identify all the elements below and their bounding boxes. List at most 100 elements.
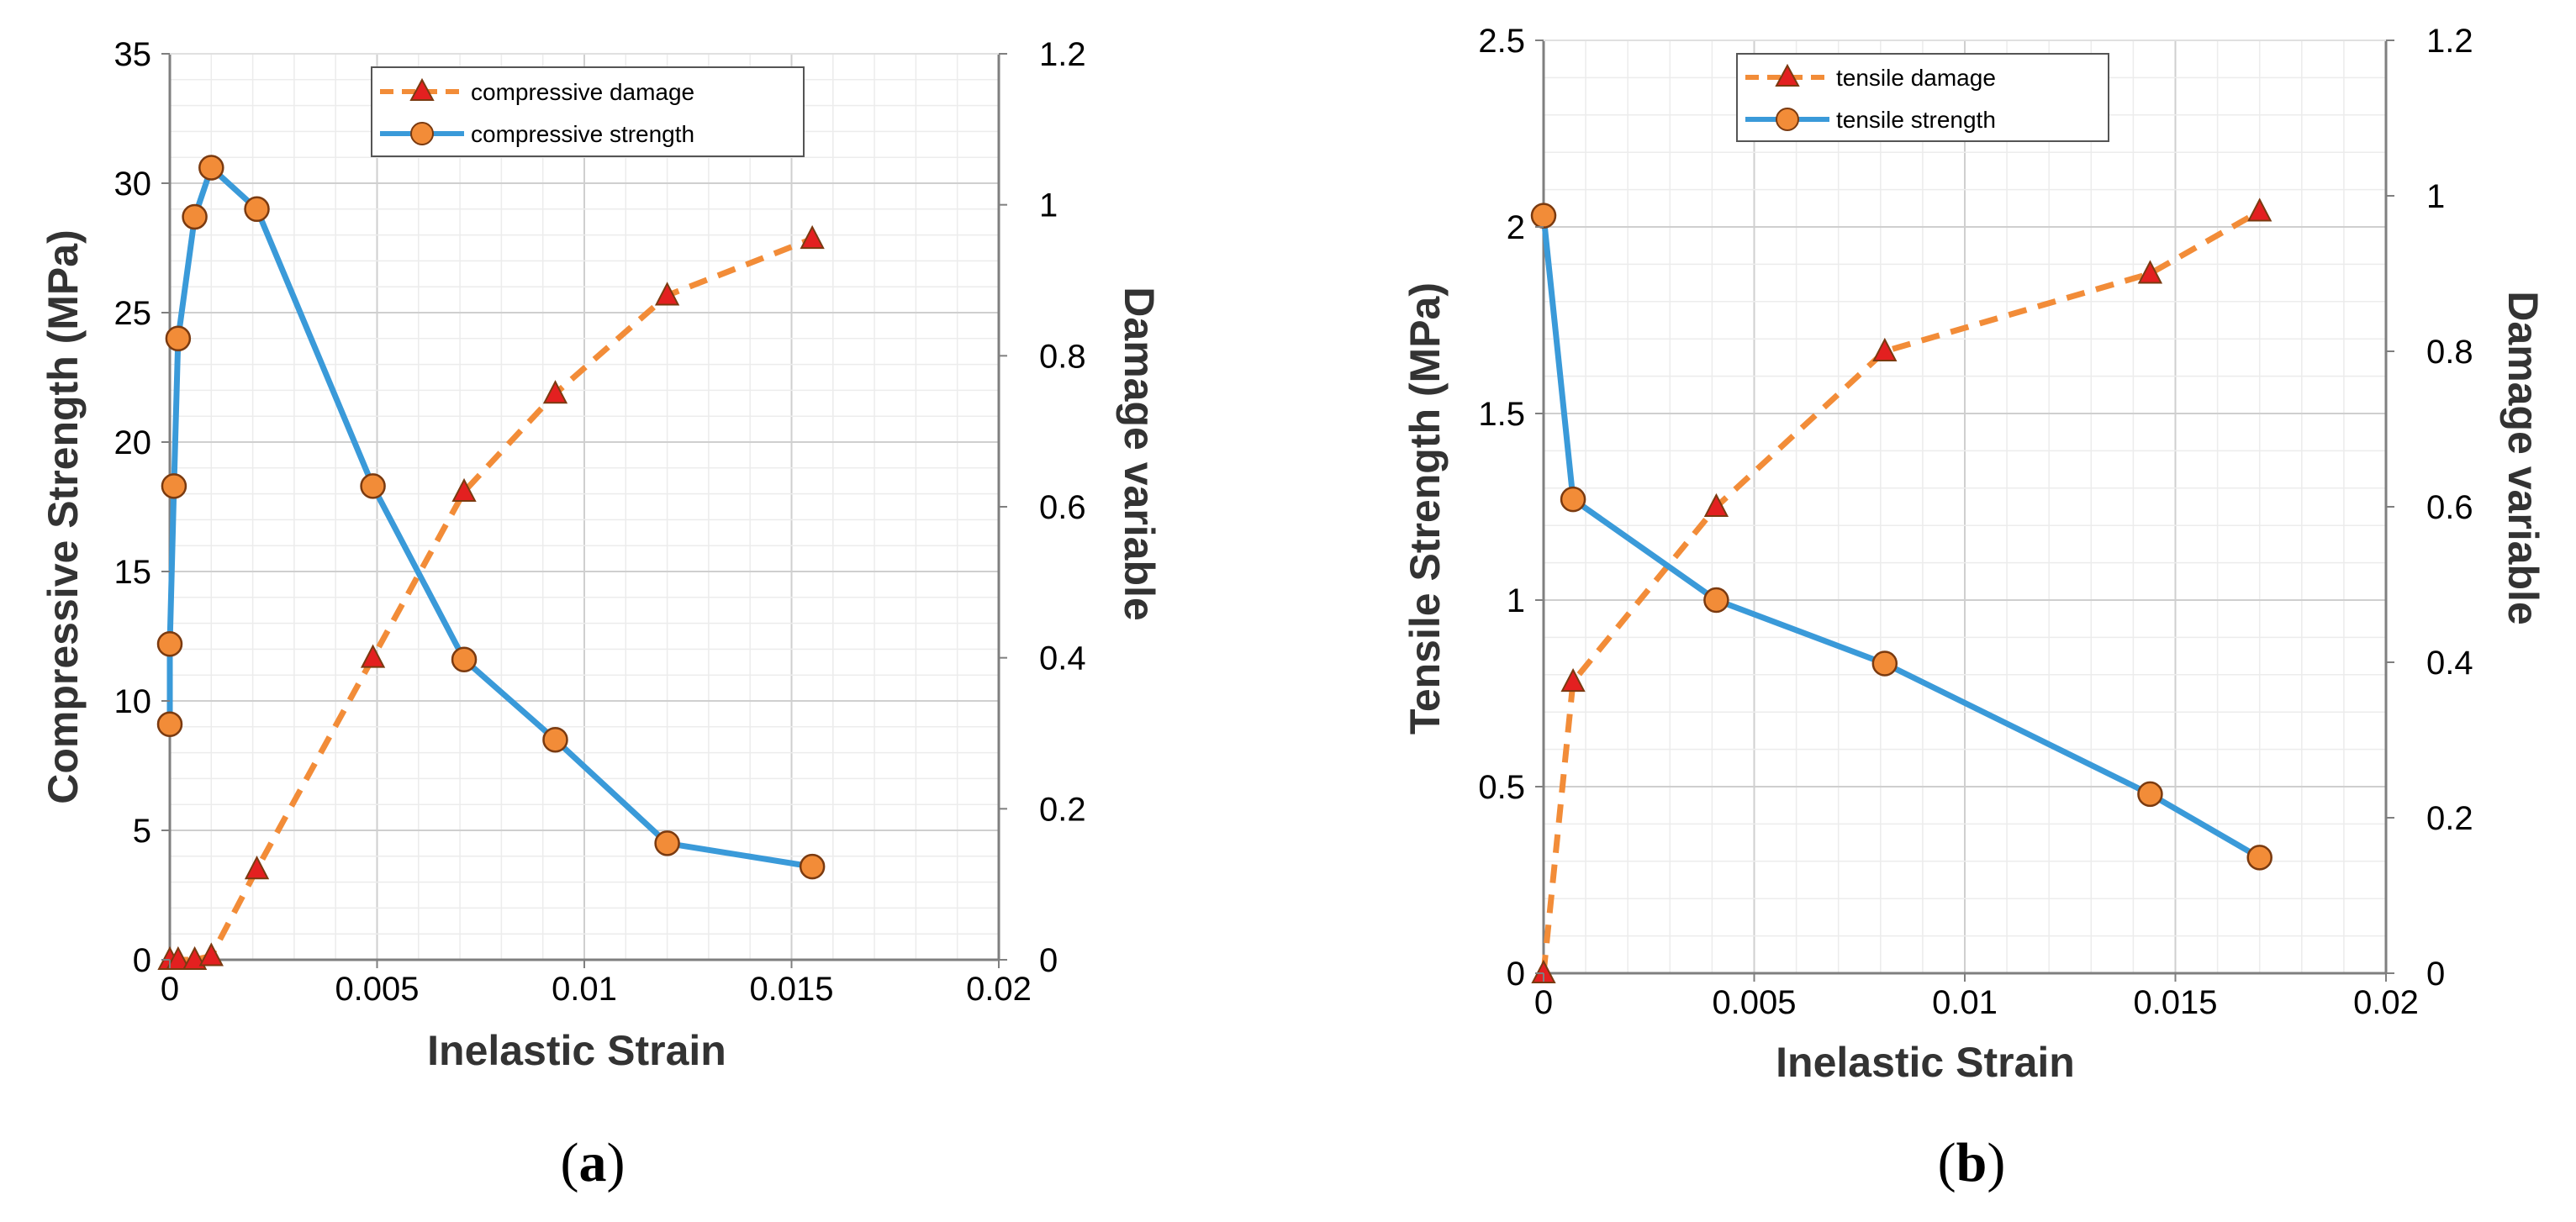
panel-a-label: (a) (561, 1132, 626, 1193)
panel-b-x-tick-label: 0.015 (2133, 984, 2217, 1021)
panel-a-x-tick-label: 0.02 (966, 971, 1032, 1008)
panel-a-y-tick-label: 20 (114, 424, 152, 461)
panel-b-tensile-strength-point (2246, 845, 2272, 871)
panel-a-compressive-strength-point (156, 711, 183, 737)
panel-a-y-tick-label: 25 (114, 295, 152, 332)
panel-a-compressive-strength-point (451, 646, 478, 672)
panel-a-compressive-strength-point (244, 196, 270, 223)
panel-a-y2-tick-label: 0.4 (1039, 640, 1086, 677)
panel-b-tensile-damage-line (1540, 208, 2262, 974)
panel-a-compressive-strength-point (654, 830, 680, 856)
panel-a-compressive-strength-point (182, 203, 208, 230)
legend-label-compressive-damage: compressive damage (471, 79, 694, 105)
panel-b-y2-tick-label: 1 (2426, 178, 2445, 215)
panel-b-y2-tick-label: 0.2 (2426, 800, 2473, 837)
panel-a-compressive-strength-point (198, 155, 224, 181)
panel-b-tensile-damage-point (1703, 492, 1729, 517)
panel-b-tensile-damage-point (1560, 667, 1586, 693)
panel-a-y2-tick-label: 1.2 (1039, 36, 1086, 73)
panel-a-x-tick-label: 0.005 (335, 971, 419, 1008)
panel-b-tensile-strength-line (1540, 215, 2262, 861)
panel-b-y2-tick-label: 0 (2426, 956, 2445, 993)
panel-b-y-tick-label: 2 (1507, 209, 1525, 246)
panel-b-y2-tick-label: 0.8 (2426, 334, 2473, 371)
panel-a-compressive-damage-point (182, 945, 208, 970)
panel-b-y-axis-title: Tensile Strength (MPa) (1401, 282, 1449, 735)
panel-b-y-tick-label: 1.5 (1478, 396, 1525, 433)
panel-a-label-open: ( (561, 1132, 579, 1193)
panel-a-compressive-damage-point (451, 477, 477, 503)
panel-b-tensile-damage-point (2247, 198, 2272, 222)
panel-a-grid (169, 53, 1000, 961)
panel-b-x-tick-label: 0.01 (1932, 984, 1998, 1021)
legend-triangle-icon (1775, 63, 1800, 87)
panel-b-chart: 0 0.005 0.01 0.015 0.0200.511.522.500.20.40.… (1401, 23, 2547, 1193)
panel-a-y2-tick-label: 1 (1039, 187, 1058, 224)
panel-b-y2-axis-title: Damage variable (2499, 291, 2547, 624)
panel-a-y-tick-label: 10 (114, 683, 152, 720)
panel-a-y-axis-title: Compressive Strength (MPa) (40, 229, 87, 803)
panel-b-y-tick-label: 0 (1507, 956, 1525, 993)
panel-b-label: (b) (1938, 1132, 2006, 1193)
panel-a-y-tick-label: 0 (133, 942, 151, 979)
panel-a-y2-axis-title: Damage variable (1116, 287, 1163, 620)
panel-a-compressive-strength-point (165, 325, 192, 352)
panel-a-compressive-strength-point (799, 853, 826, 880)
panel-a-compressive-damage-point (198, 942, 224, 967)
panel-b-legend: tensile damage tensile strength (1736, 53, 2109, 142)
panel-b-tensile-strength-point (1530, 203, 1557, 229)
panel-b-label-close: ) (1987, 1132, 2005, 1193)
panel-a-series (156, 155, 826, 970)
panel-a-compressive-strength-line (166, 165, 813, 870)
panel-a-compressive-damage-point (244, 856, 270, 880)
panel-a-y-tick-label: 15 (114, 554, 152, 591)
panel-b-y-tick-label: 1 (1507, 582, 1525, 619)
panel-a-chart: 0 0.005 0.01 0.015 0.020510152025303500.20.4… (40, 36, 1163, 1193)
panel-a-compressive-damage-point (166, 945, 191, 970)
legend-circle-icon (1776, 108, 1799, 131)
panel-a-compressive-damage-point (542, 380, 568, 404)
legend-label-tensile-damage: tensile damage (1836, 65, 1996, 91)
panel-b-tensile-strength-point (1871, 651, 1898, 677)
panel-a-compressive-strength-point (542, 726, 568, 753)
panel-b-tensile-strength-point (2137, 781, 2163, 808)
legend-triangle-icon (409, 77, 435, 101)
panel-a-compressive-damage-point (360, 644, 386, 668)
panel-a-x-axis-title: Inelastic Strain (427, 1027, 726, 1074)
panel-a-y-tick-label: 30 (114, 166, 152, 203)
panel-b-x-tick-label: 0 (1534, 984, 1553, 1021)
panel-b-label-letter: b (1956, 1132, 1987, 1193)
panel-a-compressive-damage-point (654, 282, 680, 306)
panel-a-compressive-strength-point (161, 473, 187, 499)
panel-b-series (1530, 198, 2272, 983)
panel-a-y2-tick-label: 0.6 (1039, 489, 1086, 526)
panel-a-x-tick-label: 0.01 (552, 971, 617, 1008)
panel-a-y-tick-label: 5 (133, 813, 151, 850)
panel-a-compressive-damage-point (800, 224, 825, 250)
panel-b-tensile-strength-point (1703, 587, 1729, 614)
panel-b-ticks: 0 0.005 0.01 0.015 0.0200.511.522.500.20.40.… (1478, 23, 2473, 1021)
panel-a-compressive-strength-point (156, 630, 183, 657)
panel-b-x-axis-title: Inelastic Strain (1776, 1039, 2075, 1086)
panel-a-y2-tick-label: 0.2 (1039, 791, 1086, 828)
panel-b-tensile-damage-point (1531, 959, 1556, 983)
panel-b-tensile-strength-point (1560, 486, 1586, 513)
panel-a-label-letter: a (579, 1132, 607, 1193)
panel-b-y2-tick-label: 0.4 (2426, 645, 2473, 682)
panel-b-grid (1543, 40, 2387, 974)
legend-label-tensile-strength: tensile strength (1836, 107, 1996, 133)
panel-a-y2-tick-label: 0 (1039, 942, 1058, 979)
panel-a-label-close: ) (607, 1132, 626, 1193)
panel-b-label-open: ( (1938, 1132, 1956, 1193)
panel-a-legend: compressive damage compressive strength (371, 66, 805, 157)
panel-b-tensile-damage-point (1872, 337, 1898, 361)
panel-a-y2-tick-label: 0.8 (1039, 338, 1086, 375)
panel-a-x-tick-label: 0 (161, 971, 179, 1008)
panel-b-y-tick-label: 0.5 (1478, 769, 1525, 806)
panel-b-x-tick-label: 0.005 (1712, 984, 1796, 1021)
panel-b-tensile-damage-point (2137, 260, 2163, 284)
panel-a-compressive-strength-point (360, 473, 386, 499)
panel-a-ticks: 0 0.005 0.01 0.015 0.020510152025303500.20.4… (114, 36, 1086, 1008)
panel-b-x-tick-label: 0.02 (2353, 984, 2419, 1021)
